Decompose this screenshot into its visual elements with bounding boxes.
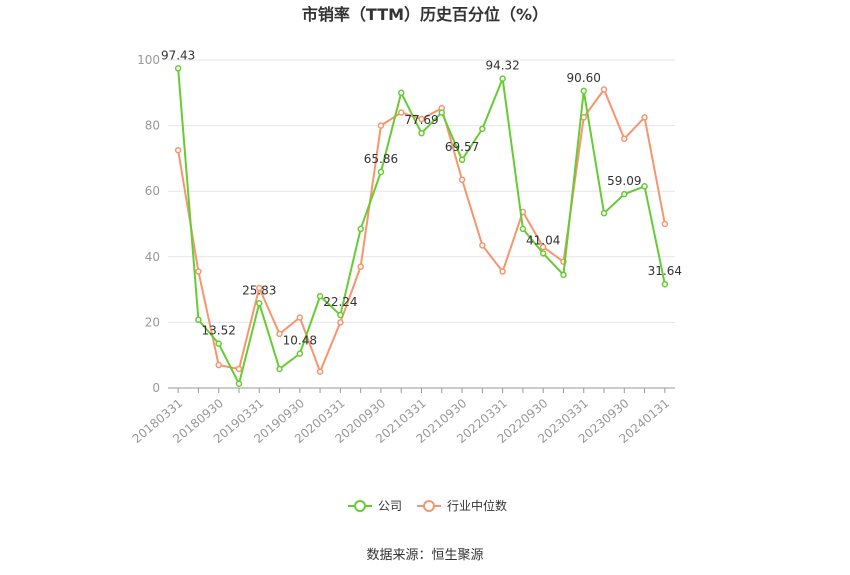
data-point bbox=[641, 183, 648, 190]
data-point bbox=[479, 125, 486, 133]
data-point bbox=[337, 319, 344, 326]
data-point bbox=[418, 129, 425, 137]
data-point bbox=[316, 292, 324, 300]
data-point bbox=[215, 340, 222, 347]
data-label: 25.83 bbox=[242, 283, 276, 297]
data-point bbox=[499, 75, 506, 82]
data-point bbox=[256, 284, 263, 292]
data-point bbox=[539, 243, 547, 251]
data-point bbox=[621, 135, 628, 142]
data-point bbox=[600, 86, 608, 93]
data-point bbox=[296, 350, 304, 357]
data-point bbox=[174, 65, 182, 72]
y-tick-label: 80 bbox=[145, 119, 160, 133]
y-tick-label: 100 bbox=[137, 53, 160, 67]
y-tick-label: 60 bbox=[145, 184, 160, 198]
data-point bbox=[539, 250, 547, 257]
data-point bbox=[600, 209, 608, 217]
data-label: 41.04 bbox=[526, 233, 560, 247]
data-point bbox=[377, 122, 385, 129]
data-point bbox=[580, 87, 587, 95]
data-point bbox=[316, 368, 324, 375]
data-point bbox=[458, 176, 466, 183]
data-point bbox=[276, 365, 283, 373]
y-tick-label: 40 bbox=[145, 250, 160, 264]
data-label: 65.86 bbox=[364, 152, 398, 166]
series-layer bbox=[174, 65, 669, 387]
data-point bbox=[519, 225, 527, 233]
data-point bbox=[661, 280, 669, 288]
legend-label: 公司 bbox=[378, 499, 402, 513]
legend-swatch-marker bbox=[354, 500, 366, 512]
data-point bbox=[195, 316, 202, 324]
legend-swatch-marker bbox=[423, 500, 435, 512]
data-point bbox=[661, 220, 669, 228]
data-point bbox=[215, 361, 222, 369]
data-label: 10.48 bbox=[283, 334, 317, 348]
data-point bbox=[479, 242, 486, 249]
data-point bbox=[397, 89, 405, 97]
legend-item-0[interactable]: 公司 bbox=[348, 499, 402, 513]
data-label: 13.52 bbox=[202, 324, 236, 338]
data-label: 22.24 bbox=[323, 295, 357, 309]
data-point bbox=[621, 190, 628, 198]
data-label: 94.32 bbox=[485, 59, 519, 73]
y-tick-label: 20 bbox=[145, 315, 160, 329]
data-point bbox=[235, 380, 243, 387]
data-point bbox=[357, 263, 364, 270]
data-point bbox=[438, 109, 446, 116]
data-point bbox=[641, 114, 648, 121]
data-labels: 97.43 13.52 25.83 10.48 22.24 65.86 77.69 69.57… bbox=[161, 48, 682, 347]
legend[interactable]: 公司 行业中位数 bbox=[348, 498, 507, 513]
data-label: 31.64 bbox=[648, 264, 682, 278]
data-label: 77.69 bbox=[404, 113, 438, 127]
data-point bbox=[377, 168, 385, 176]
data-point bbox=[397, 109, 405, 116]
data-point bbox=[276, 330, 283, 338]
data-point bbox=[418, 115, 425, 123]
source-text: 数据来源：恒生聚源 bbox=[366, 548, 483, 563]
data-point bbox=[560, 271, 567, 279]
y-tick-label: 0 bbox=[152, 381, 160, 395]
data-point bbox=[235, 365, 243, 373]
chart-title: 市销率（TTM）历史百分位（%） bbox=[302, 5, 548, 24]
legend-item-1[interactable]: 行业中位数 bbox=[417, 498, 507, 513]
legend-label: 行业中位数 bbox=[447, 498, 507, 513]
data-label: 59.09 bbox=[607, 174, 641, 188]
data-point bbox=[458, 156, 466, 164]
data-point bbox=[256, 300, 263, 307]
data-point bbox=[357, 225, 364, 233]
data-label: 97.43 bbox=[161, 48, 195, 62]
data-point bbox=[296, 314, 304, 321]
data-point bbox=[499, 268, 506, 275]
data-label: 69.57 bbox=[445, 140, 479, 154]
data-point bbox=[337, 311, 344, 319]
data-point bbox=[174, 146, 182, 154]
data-point bbox=[195, 268, 202, 275]
data-label: 90.60 bbox=[567, 71, 601, 85]
